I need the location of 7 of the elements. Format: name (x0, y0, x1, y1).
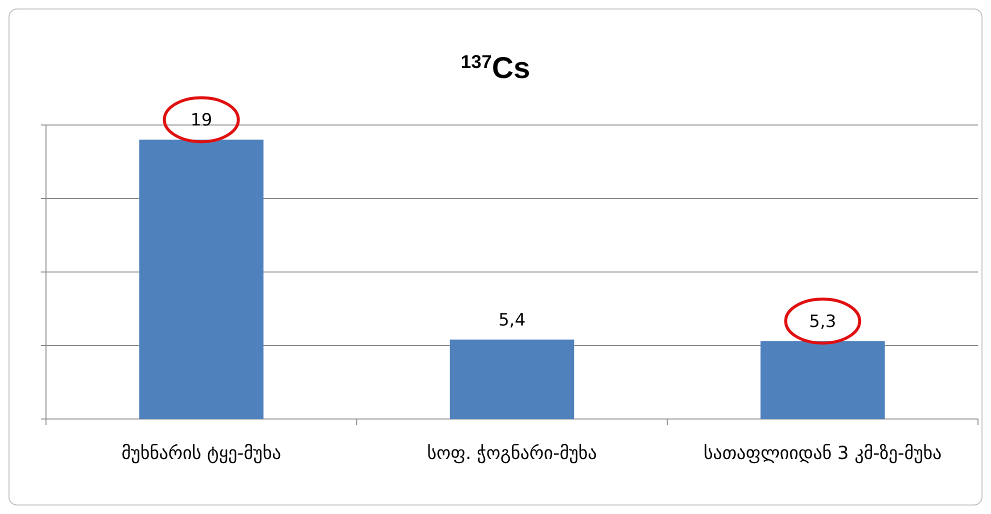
x-tick-label: სათაფლიიდან 3 კმ-ზე-მუხა (704, 443, 942, 464)
data-label: 19 (190, 110, 212, 131)
x-tick-label: სოფ. ჭოგნარი-მუხა (427, 443, 597, 464)
data-label: 5,4 (498, 310, 526, 331)
x-tick-label: მუხნარის ტყე-მუხა (122, 443, 282, 464)
chart-title: $^{137}$Cs (460, 50, 530, 85)
data-label: 5,3 (809, 312, 836, 332)
